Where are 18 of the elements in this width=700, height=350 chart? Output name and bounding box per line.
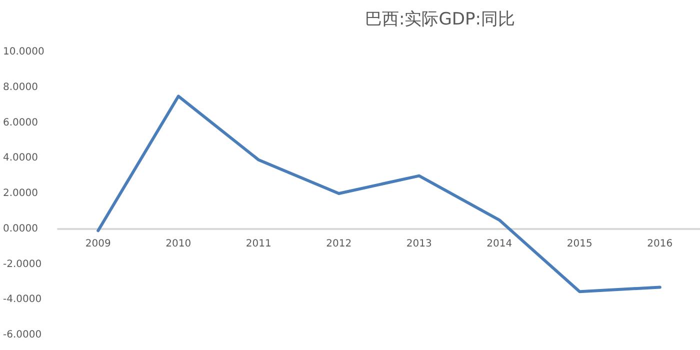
y-tick-label: 6.0000	[3, 117, 38, 128]
y-tick-label: -2.0000	[3, 258, 42, 270]
x-tick-label: 2012	[326, 238, 352, 250]
x-tick-label: 2011	[246, 238, 272, 250]
x-tick-label: 2014	[486, 238, 512, 250]
y-tick-label: 8.0000	[3, 82, 38, 93]
x-tick-label: 2010	[166, 238, 192, 250]
x-tick-label: 2013	[406, 238, 432, 250]
y-tick-label: 2.0000	[3, 188, 38, 199]
y-tick-label: -4.0000	[3, 294, 42, 306]
chart-title: 巴西:实际GDP:同比	[365, 10, 515, 30]
x-tick-label: 2009	[85, 238, 111, 250]
y-tick-label: 0.0000	[3, 223, 38, 234]
y-tick-label: -6.0000	[3, 330, 42, 340]
x-tick-label: 2016	[647, 238, 673, 250]
y-tick-label: 10.0000	[3, 46, 44, 58]
y-tick-label: 4.0000	[3, 152, 38, 164]
x-tick-label: 2015	[566, 238, 592, 250]
